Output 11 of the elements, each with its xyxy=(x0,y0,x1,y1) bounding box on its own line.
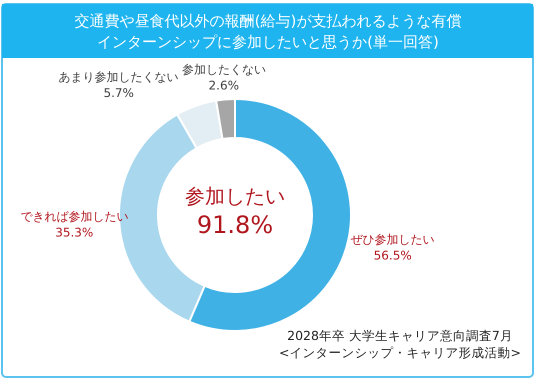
slice-label: できれば参加したい xyxy=(20,209,128,224)
chart-title: 交通費や昼食代以外の報酬(給与)が支払われるような有償インターンシップに参加したいと思うか(単一回答) xyxy=(74,12,462,51)
data-label: 56.5% xyxy=(374,248,412,262)
data-label: 5.7% xyxy=(103,86,134,100)
slice-label: あまり参加したくない xyxy=(58,70,179,84)
text: 2028年卒 大学生キャリア意向調査7月 <インターンシップ・キャリア形成活動> xyxy=(279,328,521,360)
text: 参加したい 91.8% xyxy=(185,184,285,239)
slice-label: 参加したくない xyxy=(182,62,266,76)
data-label: 2.6% xyxy=(208,78,239,92)
slice-label: ぜひ参加したい xyxy=(350,232,435,246)
data-label: 35.3% xyxy=(55,225,94,240)
